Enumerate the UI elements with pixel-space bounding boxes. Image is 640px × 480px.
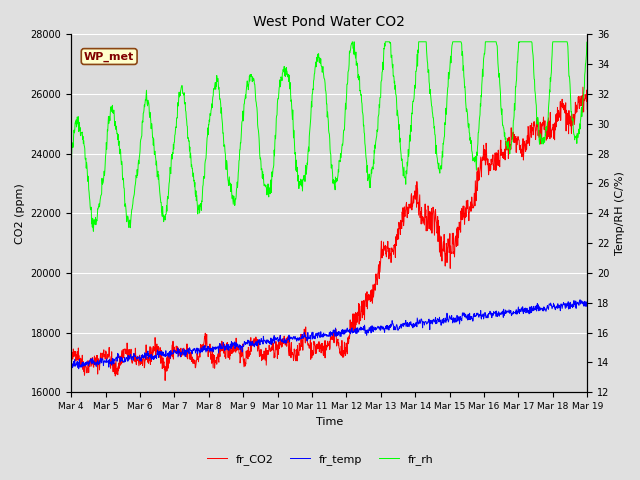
fr_temp (584, 302, 591, 308)
fr_temp (75, 366, 83, 372)
fr_rh (477, 92, 485, 98)
fr_rh (90, 228, 97, 234)
fr_temp (477, 308, 484, 313)
fr_CO2 (584, 107, 591, 112)
fr_CO2 (182, 348, 190, 353)
fr_temp (182, 351, 190, 357)
Title: West Pond Water CO2: West Pond Water CO2 (253, 15, 405, 29)
fr_rh (584, 39, 591, 45)
fr_CO2 (522, 138, 530, 144)
Y-axis label: Temp/RH (C/%): Temp/RH (C/%) (615, 171, 625, 255)
fr_rh (410, 97, 417, 103)
Line: fr_rh: fr_rh (71, 42, 588, 231)
fr_CO2 (161, 378, 169, 384)
fr_rh (170, 146, 177, 152)
fr_temp (410, 321, 417, 326)
fr_rh (67, 152, 75, 157)
fr_rh (240, 101, 248, 107)
fr_CO2 (170, 348, 177, 354)
fr_CO2 (579, 84, 587, 90)
fr_rh (523, 39, 531, 45)
fr_temp (170, 347, 177, 353)
Y-axis label: CO2 (ppm): CO2 (ppm) (15, 183, 25, 244)
fr_CO2 (477, 154, 484, 160)
Line: fr_temp: fr_temp (71, 300, 588, 369)
X-axis label: Time: Time (316, 417, 343, 427)
fr_temp (240, 342, 248, 348)
fr_temp (576, 297, 584, 302)
Line: fr_CO2: fr_CO2 (71, 87, 588, 381)
Legend: fr_CO2, fr_temp, fr_rh: fr_CO2, fr_temp, fr_rh (202, 450, 438, 469)
fr_CO2 (410, 193, 417, 199)
fr_temp (67, 362, 75, 368)
fr_rh (182, 115, 190, 120)
fr_CO2 (240, 364, 248, 370)
Text: WP_met: WP_met (84, 51, 134, 61)
fr_CO2 (67, 358, 75, 363)
fr_rh (348, 39, 356, 45)
fr_temp (522, 309, 530, 315)
